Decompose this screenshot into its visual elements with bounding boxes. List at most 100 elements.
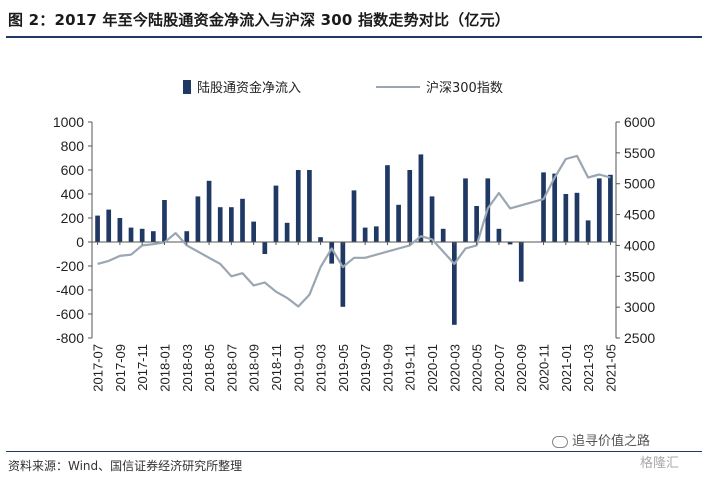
inflow-bar [362,227,368,242]
inflow-bar [318,237,323,242]
left-tick-label: 400 [61,186,85,202]
inflow-bar [251,221,257,242]
inflow-bar [284,222,290,242]
inflow-bar [184,231,190,242]
right-tick-label: 5500 [624,145,655,161]
source-note: 资料来源：Wind、国信证券经济研究所整理 [8,459,243,473]
x-tick-label: 2019-07 [358,344,373,392]
inflow-bar [385,165,390,242]
inflow-bar [552,173,558,242]
inflow-bar [295,170,301,242]
x-tick-label: 2019-01 [291,344,306,392]
inflow-bar [463,178,468,242]
left-tick-label: -800 [56,330,84,346]
x-tick-label: 2017-09 [113,344,128,392]
legend-line-label: 沪深300指数 [426,80,503,96]
inflow-bar [195,196,201,242]
inflow-bar [574,192,580,242]
x-tick-label: 2018-05 [202,344,217,392]
right-tick-label: 5000 [624,176,655,192]
left-tick-label: 800 [61,138,85,154]
inflow-bar [240,198,245,242]
inflow-bar [451,242,457,325]
inflow-bar [273,185,279,242]
watermark-text: 追寻价值之路 [572,434,651,449]
left-tick-label: 0 [76,234,84,250]
inflow-bar [307,170,312,242]
inflow-bar [541,172,546,242]
x-tick-label: 2021-03 [581,344,596,392]
inflow-bar [217,207,223,242]
x-tick-label: 2020-11 [537,344,552,391]
title-divider [6,36,702,38]
x-tick-label: 2017-11 [135,344,150,391]
inflow-bar [496,228,502,242]
inflow-bar [150,231,156,242]
legend-bar-swatch [183,80,191,94]
inflow-bar [351,190,357,242]
brand-logo: 格隆汇 [640,456,680,471]
x-tick-label: 2018-09 [247,344,262,392]
chart-title: 图 2：2017 年至今陆股通资金净流入与沪深 300 指数走势对比（亿元） [8,11,510,29]
right-tick-label: 4500 [624,207,655,223]
x-tick-label: 2019-03 [314,344,329,392]
left-tick-label: 600 [61,162,85,178]
inflow-bar [507,242,513,245]
inflow-bar [162,200,167,242]
inflow-bar [229,207,234,242]
inflow-bar [563,194,569,242]
x-tick-label: 2017-07 [91,344,106,392]
right-tick-label: 2500 [624,330,655,346]
x-tick-label: 2021-01 [559,344,574,392]
chart-area: 陆股通资金净流入 沪深300指数 1000 800 600 400 200 0 -200 -400… [53,80,655,392]
x-tick-label: 2019-05 [336,344,351,392]
right-tick-label: 6000 [624,114,655,130]
x-tick-label: 2019-11 [403,344,418,391]
inflow-bar [206,180,212,242]
inflow-bar [407,170,413,242]
wechat-icon [552,435,568,448]
x-tick-label: 2020-05 [470,344,485,392]
inflow-bar [596,178,602,242]
inflow-bar [440,228,446,242]
inflow-bar [396,204,401,242]
inflow-bar [608,174,613,242]
inflow-bar [128,227,134,242]
inflow-bar [373,226,379,242]
inflow-bar [429,196,435,242]
left-tick-label: -400 [56,282,84,298]
x-tick-label: 2018-11 [269,344,284,391]
x-tick-label: 2018-07 [224,344,239,392]
watermark: 追寻价值之路 [552,430,650,449]
legend-bar-label: 陆股通资金净流入 [197,80,301,96]
right-tick-label: 3000 [624,299,655,315]
hs300-index-line [97,154,611,308]
x-tick-label: 2020-09 [514,344,529,392]
x-tick-label: 2018-01 [158,344,173,392]
inflow-bar [518,242,524,282]
inflow-bar [106,209,112,242]
inflow-bar [95,215,100,242]
left-tick-label: 1000 [53,114,84,130]
inflow-bar [117,218,123,242]
inflow-bar [340,242,346,307]
footer-divider [6,451,702,452]
left-tick-label: 200 [61,210,85,226]
x-tick-label: 2019-09 [380,344,395,392]
inflow-bar [262,242,268,254]
left-tick-label: -200 [56,258,84,274]
x-tick-label: 2020-01 [425,344,440,392]
title-bar: 图 2：2017 年至今陆股通资金净流入与沪深 300 指数走势对比（亿元） [0,0,708,38]
x-tick-label: 2020-07 [492,344,507,392]
inflow-bar [474,206,479,242]
inflow-bar [418,154,424,242]
inflow-bar [139,228,145,242]
x-tick-label: 2018-03 [180,344,195,392]
x-tick-label: 2021-05 [603,344,618,392]
x-tick-label: 2020-03 [447,344,462,392]
left-tick-label: -600 [56,306,84,322]
right-tick-label: 4000 [624,237,655,253]
inflow-bar [329,242,335,264]
right-tick-label: 3500 [624,268,655,284]
inflow-bar [585,220,591,242]
